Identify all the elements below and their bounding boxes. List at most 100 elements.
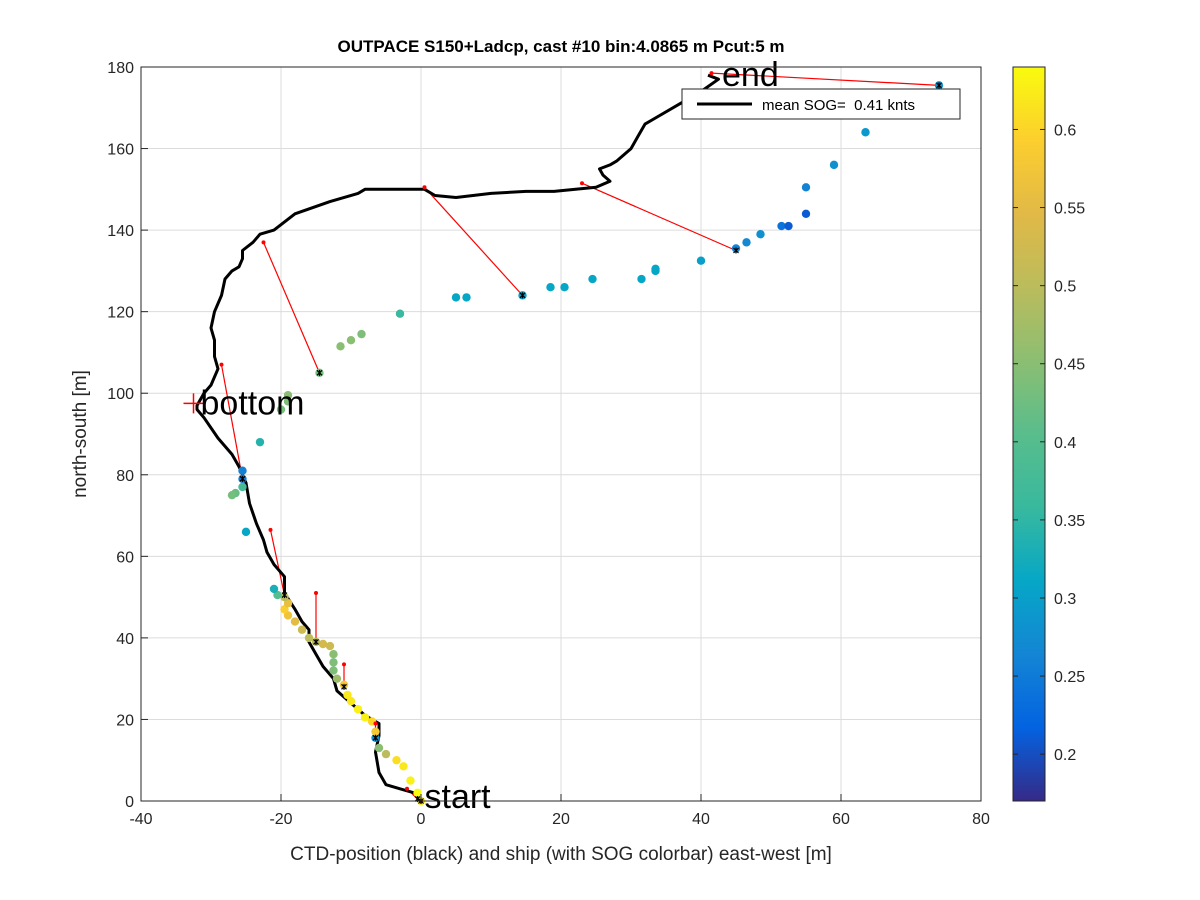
x-tick-label: -40 [129, 811, 152, 828]
ship-point [283, 611, 293, 620]
chart-title: OUTPACE S150+Ladcp, cast #10 bin:4.0865 … [337, 37, 784, 56]
y-axis-ticks: 0 20 40 60 80 100 120 140 160 180 [107, 60, 148, 811]
ship-point [346, 336, 356, 345]
annotation-start: start [425, 778, 492, 816]
ctd-link-marker [219, 362, 224, 367]
ship-point [273, 590, 282, 600]
ship-point [329, 666, 338, 675]
ship-point [283, 391, 293, 400]
x-tick-label: 0 [417, 811, 426, 828]
ctd-link-marker [709, 71, 714, 76]
ship-point [829, 160, 839, 170]
ship-point [560, 283, 569, 292]
y-tick-label: 0 [125, 794, 134, 811]
colorbar-ticks: 0.2 0.25 0.3 0.35 0.4 0.45 0.5 0.55 0.6 [1013, 122, 1085, 764]
ship-point [861, 128, 870, 137]
ship-point [336, 342, 345, 351]
y-axis-label: north-south [m] [70, 370, 91, 498]
ctd-link-marker [314, 591, 318, 596]
ship-point [371, 727, 380, 736]
ship-point [325, 641, 335, 651]
ctd-link-marker [268, 527, 273, 532]
colorbar-tick-label: 0.6 [1054, 122, 1076, 139]
annotation-bottom: bottom [201, 384, 305, 422]
ctd-link-marker [405, 786, 409, 791]
y-tick-label: 20 [116, 712, 134, 729]
ship-point [406, 776, 415, 785]
colorbar-tick-label: 0.5 [1054, 279, 1076, 296]
ship-point [318, 639, 328, 649]
ship-point [784, 221, 793, 231]
ship-point [357, 329, 366, 339]
ctd-ship-link [269, 529, 286, 596]
ship-point [353, 705, 363, 714]
ctd-ship-link [220, 364, 244, 479]
ship-point [801, 209, 811, 218]
ship-link-marker [733, 247, 739, 254]
ship-link-marker [316, 369, 323, 376]
y-tick-label: 120 [107, 305, 134, 322]
ctd-link-marker [342, 662, 346, 667]
ship-point [238, 466, 247, 475]
ship-point [413, 788, 422, 798]
colorbar-tick-label: 0.35 [1054, 513, 1085, 530]
ctd-link-marker [422, 185, 427, 190]
y-tick-label: 100 [107, 386, 134, 403]
ship-point [280, 605, 289, 614]
colorbar-tick-label: 0.3 [1054, 591, 1076, 608]
ship-point [290, 617, 300, 626]
ship-point [269, 584, 279, 594]
ship-point [297, 625, 307, 634]
annotation-end: end [722, 56, 779, 94]
ship-point [329, 650, 338, 659]
ship-point [392, 756, 401, 765]
ship-link-marker [372, 734, 379, 741]
ctd-link-marker [580, 181, 584, 186]
colorbar-tick-label: 0.45 [1054, 357, 1085, 374]
legend: mean SOG= 0.41 knts [681, 88, 961, 120]
y-tick-label: 180 [107, 60, 134, 77]
ctd-ship-link [581, 182, 737, 252]
ship-point [343, 690, 352, 700]
colorbar-tick-label: 0.2 [1054, 747, 1076, 764]
ship-point [304, 633, 314, 643]
colorbar-tick-label: 0.4 [1054, 435, 1076, 452]
ctd-ship-link [424, 186, 523, 296]
colorbar-tick-label: 0.55 [1054, 201, 1085, 218]
annotations: start bottom end [183, 56, 779, 816]
ship-point [332, 674, 342, 683]
ship-point [346, 696, 356, 706]
x-tick-label: 40 [692, 811, 710, 828]
ship-point [276, 405, 286, 414]
y-tick-label: 160 [107, 142, 134, 159]
ship-link-marker [341, 683, 347, 690]
y-tick-label: 60 [116, 549, 134, 566]
ship-point [651, 264, 660, 274]
ship-point [360, 713, 370, 722]
colorbar: 0.2 0.25 0.3 0.35 0.4 0.45 0.5 0.55 0.6 [1012, 66, 1085, 802]
y-tick-label: 80 [116, 468, 134, 485]
x-tick-label: 80 [972, 811, 990, 828]
ship-point [283, 599, 293, 608]
ship-link-marker [519, 292, 526, 299]
ship-point [546, 283, 555, 292]
ship-point [777, 221, 786, 231]
ship-point [227, 490, 237, 500]
x-tick-label: -20 [269, 811, 292, 828]
ctd-track-line [195, 73, 720, 802]
ship-point [329, 658, 338, 667]
ctd-ship-link [262, 242, 321, 374]
x-axis-label: CTD-position (black) and ship (with SOG … [290, 844, 832, 865]
ship-point [374, 743, 384, 753]
ship-point [588, 274, 597, 284]
ship-point [241, 527, 251, 537]
y-tick-label: 140 [107, 223, 134, 240]
ship-point [696, 256, 706, 265]
ctd-link-marker [373, 721, 378, 726]
bottom-marker [183, 393, 204, 414]
ctd-link-marker [261, 240, 266, 245]
ship-point [451, 293, 461, 302]
x-tick-label: 60 [832, 811, 850, 828]
ship-point [381, 749, 391, 759]
